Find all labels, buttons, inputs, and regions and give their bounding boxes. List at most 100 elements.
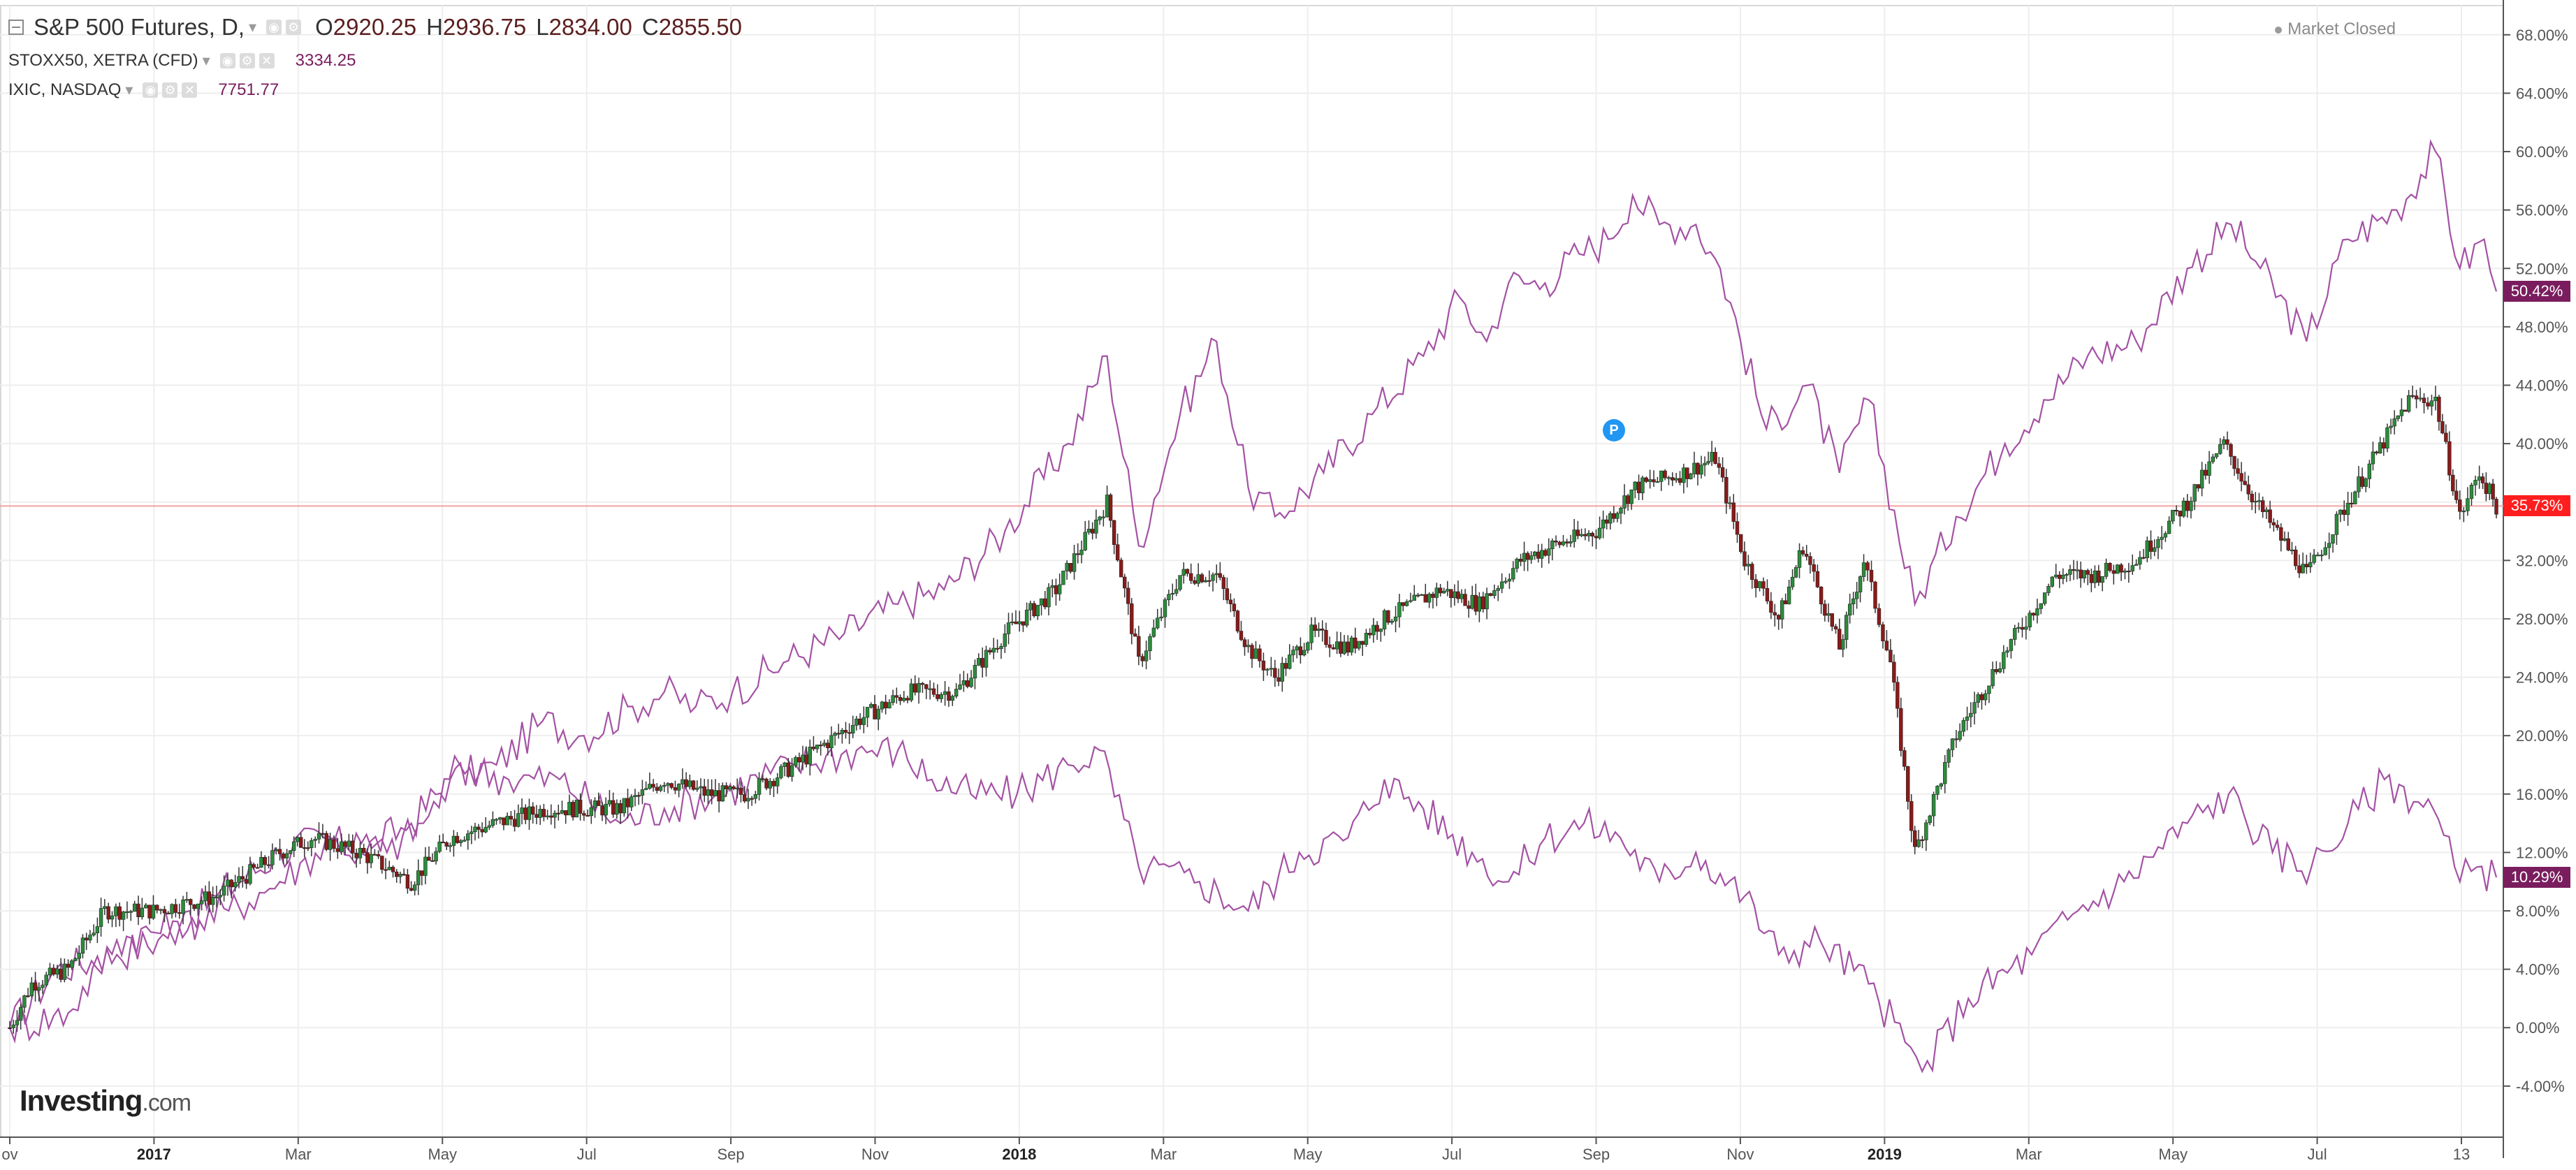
candle-body [804,754,808,765]
candle-body [295,837,300,842]
candle-body [924,684,929,689]
candle-body [80,937,85,954]
candle-body [887,702,892,708]
candle-body [1065,563,1069,571]
candle-body [1735,521,1740,535]
candle-body [928,688,932,690]
candle-body [1605,519,1609,524]
candle-body [505,816,509,826]
candle-body [1090,529,1095,534]
candle-body [1950,738,1955,750]
candle-body [2031,613,2036,616]
eye-icon[interactable]: ◉ [143,82,159,98]
x-tick-label: 2018 [1002,1146,1036,1163]
event-marker[interactable]: P [1603,419,1625,441]
candle-body [1873,581,1877,609]
candle-body [1288,655,1292,669]
candle-body [26,995,30,997]
candle-body [2100,576,2104,583]
candle-body [1200,574,1205,583]
candle-body [913,683,917,693]
candle-body [681,779,685,784]
candle-body [1511,568,1515,580]
chevron-down-icon[interactable]: ▾ [202,52,210,69]
candle-body [1291,650,1295,655]
candle-body [1047,587,1051,608]
candle-body [873,704,877,719]
candle-body [117,906,122,920]
candle-body [259,857,263,868]
candle-body [1006,622,1011,634]
candle-body [1382,610,1387,629]
candle-body [1724,477,1729,504]
candle-body [1261,660,1266,671]
last-value-tag-ixic: 50.42% [2503,281,2570,302]
candle-body [1647,479,1652,482]
candle-body [441,842,445,844]
x-tick-label: 2017 [137,1146,171,1163]
candle-body [2451,474,2455,492]
candle-body [876,708,880,719]
candle-body [894,695,899,698]
candle-body [1010,621,1014,623]
candle-body [2119,564,2123,573]
candle-body [321,833,325,835]
candle-body [423,856,428,876]
close-icon[interactable]: ✕ [259,53,275,68]
main-symbol[interactable]: S&P 500 Futures, D, [34,14,245,40]
close-icon[interactable]: ✕ [182,82,198,98]
candle-body [1185,569,1190,574]
compare-symbol-ixic[interactable]: IXIC, NASDAQ [8,80,122,99]
candle-body [1659,470,1664,482]
candle-body [2058,574,2062,579]
gear-icon[interactable]: ⚙ [239,53,255,68]
candle-body [1547,548,1551,556]
candle-body [1211,574,1215,581]
candle-body [1808,556,1812,565]
candle-body [2301,564,2305,573]
collapse-legend-icon[interactable] [8,20,24,35]
candle-body [1163,599,1167,617]
candle-body [2178,511,2182,517]
candle-body [1899,708,1903,751]
candle-body [455,835,460,843]
eye-icon[interactable]: ◉ [219,53,235,68]
compare-symbol-stoxx50[interactable]: STOXX50, XETRA (CFD) [8,51,198,70]
candle-body [1140,656,1144,661]
candle-body [284,853,289,858]
candle-body [328,839,333,850]
candle-body [2174,510,2178,512]
gear-icon[interactable]: ⚙ [286,20,302,35]
candle-body [2349,502,2354,505]
candle-body [2153,547,2157,552]
candle-body [2491,483,2495,499]
gear-icon[interactable]: ⚙ [162,82,178,98]
chevron-down-icon[interactable]: ▾ [249,18,257,36]
candle-body [1357,641,1361,649]
candle-body [502,817,506,826]
candle-body [1858,576,1863,592]
candle-body [1920,839,1925,841]
candle-body [2466,498,2470,511]
candle-body [1061,571,1065,585]
candle-body [597,800,601,806]
candle-body [1378,629,1383,632]
candle-body [2050,576,2055,587]
candle-body [1773,612,1777,615]
chevron-down-icon[interactable]: ▾ [125,81,133,98]
candle-body [625,798,630,807]
eye-icon[interactable]: ◉ [266,20,282,35]
candle-body [1324,629,1328,645]
candle-body [1838,629,1842,650]
candle-body [865,707,870,718]
x-tick-label: 13 [2453,1146,2470,1163]
candle-body [335,848,340,852]
candle-body [2410,395,2415,397]
candle-body [1276,677,1281,682]
candle-body [2196,484,2201,489]
candle-body [73,958,78,961]
candle-body [1269,668,1274,670]
candle-body [1525,553,1530,560]
candle-body [541,809,546,817]
candle-body [1671,477,1675,481]
